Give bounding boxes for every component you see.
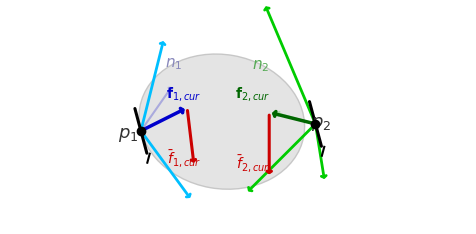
Text: $p_2$: $p_2$ <box>311 115 331 133</box>
Text: $n_2$: $n_2$ <box>252 58 270 74</box>
Text: $\mathbf{f}_{2,cur}$: $\mathbf{f}_{2,cur}$ <box>235 85 271 103</box>
Text: $n_1$: $n_1$ <box>165 56 182 72</box>
Text: $\mathbf{f}_{1,cur}$: $\mathbf{f}_{1,cur}$ <box>166 85 201 103</box>
Ellipse shape <box>139 54 305 189</box>
Text: $p_1$: $p_1$ <box>118 127 139 145</box>
Text: $\bar{f}_{2,cur}$: $\bar{f}_{2,cur}$ <box>236 153 270 174</box>
Text: $\bar{f}_{1,cur}$: $\bar{f}_{1,cur}$ <box>167 148 201 169</box>
